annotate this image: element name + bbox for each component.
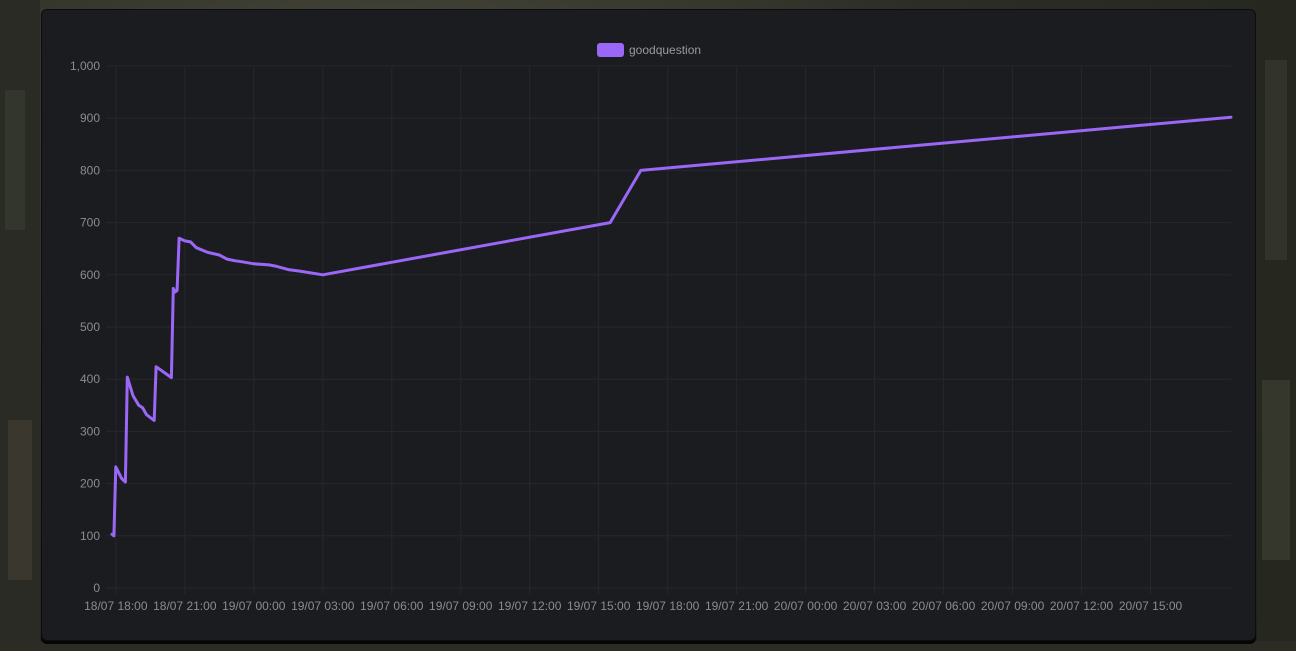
x-tick-label: 20/07 03:00	[843, 599, 907, 613]
x-tick-label: 19/07 06:00	[360, 599, 424, 613]
x-tick-label: 20/07 00:00	[774, 599, 838, 613]
line-chart: 0 100 200 300 400 500 600 700 800 900 1,000 18/07 …	[70, 43, 1234, 613]
x-tick-label: 19/07 21:00	[705, 599, 769, 613]
y-tick-label: 1,000	[70, 59, 100, 73]
data-point[interactable]	[131, 393, 136, 398]
data-point[interactable]	[125, 375, 130, 380]
x-tick-label: 20/07 09:00	[981, 599, 1045, 613]
data-point[interactable]	[119, 476, 124, 481]
x-tick-label: 19/07 03:00	[291, 599, 355, 613]
chart-series	[110, 115, 1234, 538]
data-point[interactable]	[267, 262, 272, 267]
y-tick-label: 100	[80, 529, 100, 543]
data-point[interactable]	[154, 364, 159, 369]
legend-swatch-goodquestion	[597, 43, 624, 57]
y-tick-label: 600	[80, 268, 100, 282]
x-tick-label: 20/07 12:00	[1050, 599, 1114, 613]
data-point[interactable]	[188, 239, 193, 244]
x-tick-label: 19/07 09:00	[429, 599, 493, 613]
y-tick-label: 900	[80, 111, 100, 125]
x-tick-label: 19/07 12:00	[498, 599, 562, 613]
data-point[interactable]	[225, 257, 230, 262]
x-tick-label: 19/07 00:00	[222, 599, 286, 613]
data-point[interactable]	[232, 258, 237, 263]
data-point[interactable]	[140, 405, 145, 410]
data-point[interactable]	[274, 264, 279, 269]
y-axis: 0 100 200 300 400 500 600 700 800 900 1,000	[70, 59, 100, 595]
series-line-goodquestion	[110, 115, 1233, 538]
data-point[interactable]	[152, 418, 157, 423]
data-point[interactable]	[205, 250, 210, 255]
x-tick-label: 18/07 21:00	[153, 599, 217, 613]
x-tick-label: 20/07 15:00	[1119, 599, 1183, 613]
data-point[interactable]	[194, 245, 199, 250]
chart-card: 0 100 200 300 400 500 600 700 800 900 1,000 18/07 …	[41, 9, 1256, 641]
x-tick-label: 20/07 06:00	[912, 599, 976, 613]
data-point[interactable]	[175, 288, 180, 293]
y-tick-label: 700	[80, 216, 100, 230]
data-point[interactable]	[240, 259, 245, 264]
y-tick-label: 0	[93, 581, 100, 595]
x-tick-label: 19/07 18:00	[636, 599, 700, 613]
data-point[interactable]	[144, 412, 149, 417]
x-tick-label: 19/07 15:00	[567, 599, 631, 613]
data-point[interactable]	[111, 533, 116, 538]
data-point[interactable]	[177, 236, 182, 241]
x-axis: 18/07 18:00 18/07 21:00 19/07 00:00 19/07 0…	[84, 599, 1182, 613]
data-point[interactable]	[251, 261, 256, 266]
data-point[interactable]	[297, 269, 302, 274]
data-point[interactable]	[169, 375, 174, 380]
y-tick-label: 500	[80, 320, 100, 334]
data-point[interactable]	[182, 238, 187, 243]
y-tick-label: 400	[80, 372, 100, 386]
data-point[interactable]	[608, 220, 613, 225]
x-tick-label: 18/07 18:00	[84, 599, 148, 613]
chart-grid	[106, 65, 1231, 594]
data-point[interactable]	[320, 272, 325, 277]
y-tick-label: 300	[80, 424, 100, 438]
chart-legend[interactable]: goodquestion	[597, 43, 701, 57]
data-point[interactable]	[123, 480, 128, 485]
data-point[interactable]	[217, 253, 222, 258]
y-tick-label: 200	[80, 477, 100, 491]
data-point[interactable]	[1229, 115, 1234, 120]
data-point[interactable]	[113, 464, 118, 469]
legend-label-goodquestion: goodquestion	[629, 43, 701, 57]
y-tick-label: 800	[80, 163, 100, 177]
data-point[interactable]	[286, 267, 291, 272]
data-point[interactable]	[638, 168, 643, 173]
